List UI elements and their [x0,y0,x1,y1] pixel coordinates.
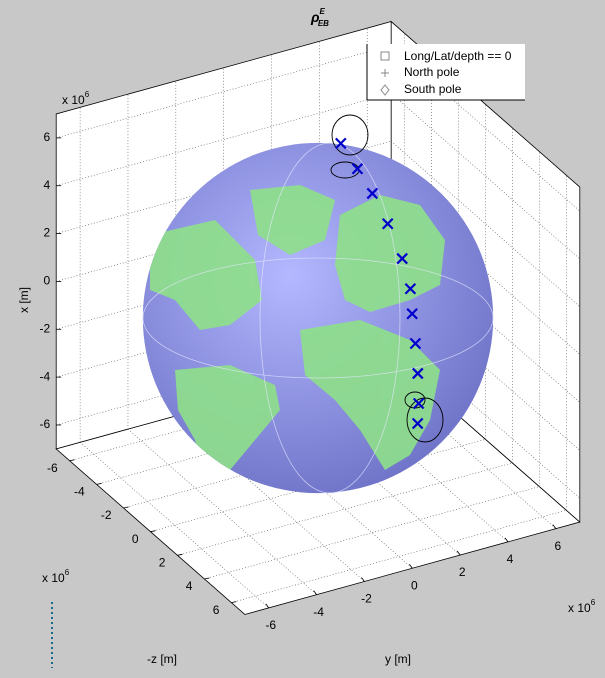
title-superscript: E [320,7,326,16]
tick-mark [361,577,365,582]
legend-marker [380,84,390,96]
axis-multiplier: x 106 [62,90,90,107]
graticule-line [142,257,494,379]
z-tick-label: -4 [74,485,85,499]
z-tick-label: 4 [186,579,193,593]
tick-mark [69,459,75,462]
tick-mark [456,550,461,556]
z-tick-label: 6 [213,603,220,617]
y-tick-label: -2 [361,592,372,606]
x-tick-label: 0 [44,274,51,288]
x-axis-label: x [m] [17,287,31,313]
x-tick-label: -4 [40,369,51,383]
legend-marker [381,69,389,77]
legend-marker [380,51,390,61]
point-marker [351,162,364,175]
multiplier-power: 6 [591,598,596,607]
point-marker [381,218,394,230]
tick-mark [409,564,413,569]
tick-mark [204,577,210,580]
y-tick-label: 0 [411,578,418,592]
point-marker [396,252,408,265]
point-marker [406,308,418,320]
grid-line [56,140,392,234]
tick-mark [231,601,237,604]
grid-line [204,486,540,580]
trajectory [335,137,425,430]
legend-label: South pole [404,82,462,96]
grid-line [123,415,459,509]
x-tick-label: 2 [44,226,51,240]
multiplier-base: x 10 [42,571,65,585]
continent [150,220,262,330]
title-subscript: EB [318,19,329,28]
x-tick-label: 6 [44,130,51,144]
y-tick-label: -4 [313,605,324,619]
grid-line [56,45,392,139]
y-tick-label: -6 [265,618,276,632]
z-tick-label: -2 [101,508,112,522]
graticule [142,142,494,494]
chart-title: ρE EB [310,7,329,28]
axis-multiplier: x 106 [568,598,596,615]
multiplier-power: 6 [85,90,90,99]
continent [250,185,335,255]
grid-line [56,188,392,282]
point-marker [404,283,417,295]
point-marker [335,137,347,150]
multiplier-base: x 10 [62,93,85,107]
graticule-line [259,142,401,494]
y-tick-label: 2 [459,565,466,579]
grid-line [56,284,392,378]
tick-mark [150,530,156,533]
point-marker [412,367,424,380]
point-marker [409,337,422,350]
y-axis-label: y [m] [385,652,411,666]
axis-multiplier: x 106 [42,568,70,585]
multiplier-power: 6 [65,568,70,577]
point-marker [412,397,425,410]
grid-line [56,93,392,187]
labels: -6 -4 -2 0 2 4 6 -6 -4 -2 0 2 4 6 -6 -4 -2 0 2 4 6 [40,130,562,632]
x-tick-label: 4 [44,178,51,192]
y-tick-label: 6 [555,539,562,553]
grid-line [56,236,392,330]
tick-mark [504,537,509,543]
tick-mark [552,524,557,529]
tick-mark [123,506,129,509]
legend-label: North pole [404,65,460,79]
z-axis-label: -z [m] [147,652,177,666]
grid-line [231,509,567,603]
x-tick-label: -6 [40,417,51,431]
legend: Long/Lat/depth == 0 North pole South pol… [366,44,525,101]
tick-mark [313,590,317,595]
grid-line [69,368,405,462]
x-tick-label: -2 [40,321,51,335]
tick-mark [96,482,102,485]
grid-line [177,462,513,556]
grid-line [150,438,486,532]
tick-mark [177,553,183,556]
continent [335,195,445,312]
multiplier-base: x 10 [568,601,591,615]
z-tick-label: -6 [47,461,58,475]
grid-line [56,332,392,426]
pole-loops [330,114,444,443]
legend-box [367,44,525,100]
continent [300,320,440,470]
z-tick-label: 2 [159,555,166,569]
point-marker [366,187,379,200]
y-tick-label: 4 [507,552,514,566]
z-tick-label: 0 [132,532,139,546]
title-symbol: ρ [310,9,320,25]
point-marker [411,417,424,430]
loop [331,114,369,156]
grid-line [96,391,432,485]
legend-label: Long/Lat/depth == 0 [404,49,512,63]
tick-mark [265,603,270,609]
